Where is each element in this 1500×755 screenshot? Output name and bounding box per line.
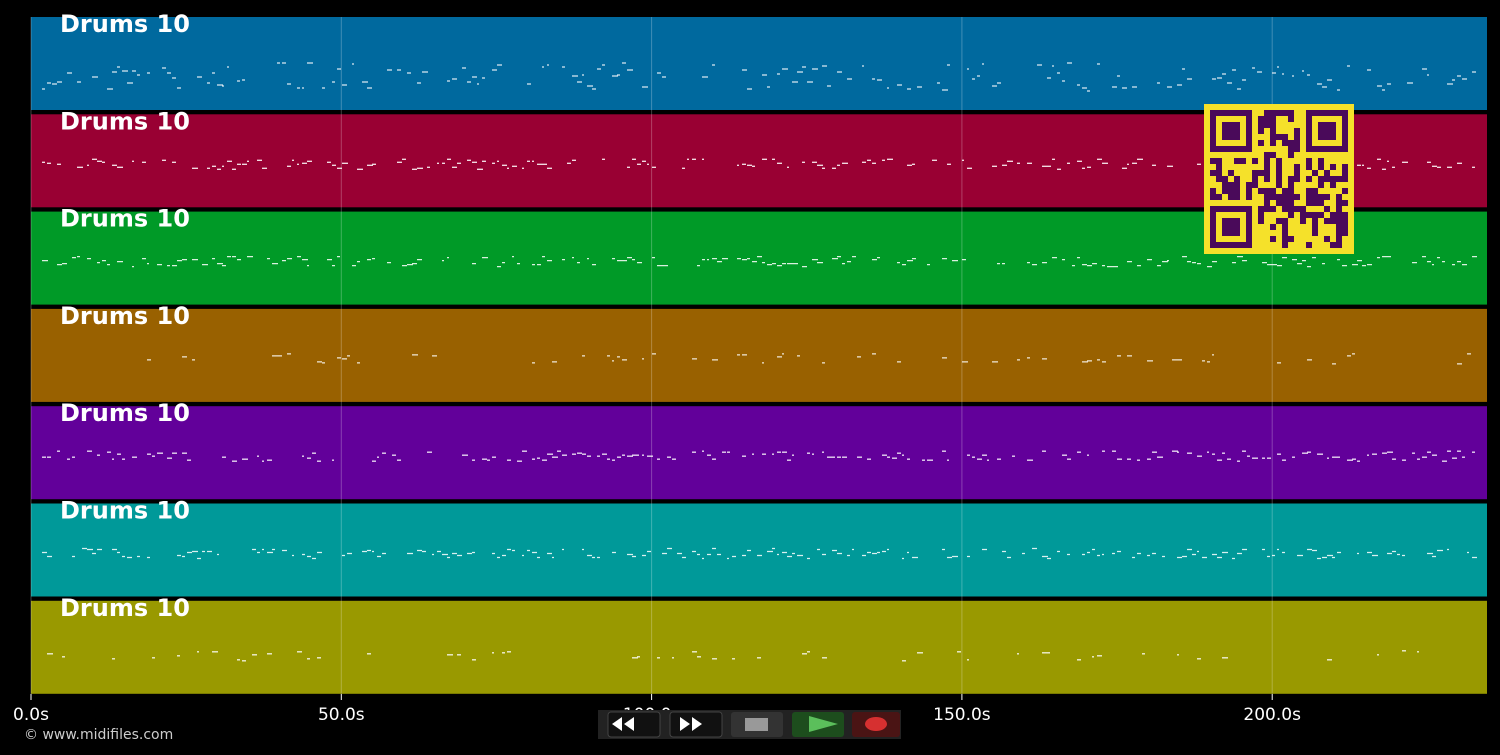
controls <box>598 710 901 739</box>
track-label: Drums 10 <box>60 10 190 38</box>
notes <box>47 650 1419 662</box>
track-lane <box>31 308 1487 402</box>
notes <box>42 62 1476 92</box>
notes <box>42 450 1475 462</box>
track-lane <box>31 17 1487 110</box>
time-tick-label: 200.0s <box>1243 705 1301 725</box>
qr-modules <box>1210 110 1348 248</box>
record-button[interactable] <box>852 712 900 737</box>
notes <box>42 547 1477 560</box>
time-tick-label: 50.0s <box>318 705 365 725</box>
fast-forward-button[interactable] <box>669 711 723 738</box>
track-label: Drums 10 <box>60 302 190 330</box>
track-label: Drums 10 <box>60 205 190 233</box>
track-label: Drums 10 <box>60 594 190 622</box>
track-lane <box>31 503 1487 597</box>
track-lane <box>31 600 1487 694</box>
copyright: © www.midifiles.com <box>24 727 173 743</box>
time-tick-label: 0.0s <box>13 705 49 725</box>
track-lane <box>31 406 1487 500</box>
play-button[interactable] <box>792 712 844 737</box>
track-label: Drums 10 <box>60 497 190 525</box>
notes <box>42 255 1477 268</box>
notes <box>147 353 1471 365</box>
stop-button[interactable] <box>731 712 783 737</box>
time-tick-label: 150.0s <box>933 705 991 725</box>
track-label: Drums 10 <box>60 399 190 427</box>
rewind-button[interactable] <box>607 711 661 738</box>
tracks: Drums 10 Drums 10 Drums 10 Drums 10 Drums 10… <box>13 10 1487 725</box>
track-label: Drums 10 <box>60 107 190 135</box>
